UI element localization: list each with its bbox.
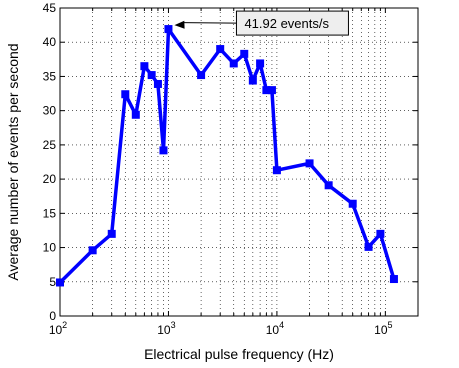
data-point [267,86,276,95]
y-axis-title: Average number of events per second [5,43,21,280]
data-point [121,90,130,99]
data-point [364,242,373,251]
data-point [88,246,97,255]
x-tick-label: 102 [49,320,67,337]
data-point [305,159,314,168]
data-point [248,76,257,85]
y-tick-label: 30 [43,104,57,118]
data-point [229,59,238,68]
y-tick-label: 25 [43,138,57,152]
plot-area [59,7,419,317]
data-point [262,86,271,95]
x-tick-label: 105 [374,320,392,337]
data-point [240,49,249,58]
annotation-arrow [182,22,237,24]
y-tick-label: 35 [43,69,57,83]
data-point [324,181,333,190]
data-point [159,146,168,155]
annotation: 41.92 events/s [174,10,349,36]
data-point [376,229,385,238]
data-point [348,199,357,208]
data-point [216,45,225,54]
data-point [389,275,398,284]
data-point [147,71,156,80]
data-point [164,25,173,34]
y-tick-label: 20 [43,172,57,186]
y-tick-label: 45 [43,1,57,15]
annotation-arrow-head [174,20,185,29]
data-series [56,25,398,287]
data-point [131,110,140,119]
annotation-label: 41.92 events/s [244,16,329,31]
data-point [272,166,281,175]
y-tick-label: 15 [43,206,57,220]
grid-lines [60,8,418,316]
series-line [58,27,396,284]
y-tick-label: 0 [49,309,56,323]
data-point [153,79,162,88]
y-tick-label: 5 [49,275,56,289]
axis-ticks: 0 5 10 15 20 25 30 35 40 45 102 103 104 105 [43,1,419,337]
data-point [197,71,206,80]
y-tick-label: 10 [43,241,57,255]
x-tick-label: 103 [157,320,175,337]
data-point [107,229,116,238]
annotation-box [235,10,349,36]
x-axis-title: Electrical pulse frequency (Hz) [144,346,334,362]
data-point [256,59,265,68]
data-point [56,278,64,287]
data-point [140,62,149,71]
x-tick-label: 104 [266,320,284,337]
y-tick-label: 40 [43,35,57,49]
